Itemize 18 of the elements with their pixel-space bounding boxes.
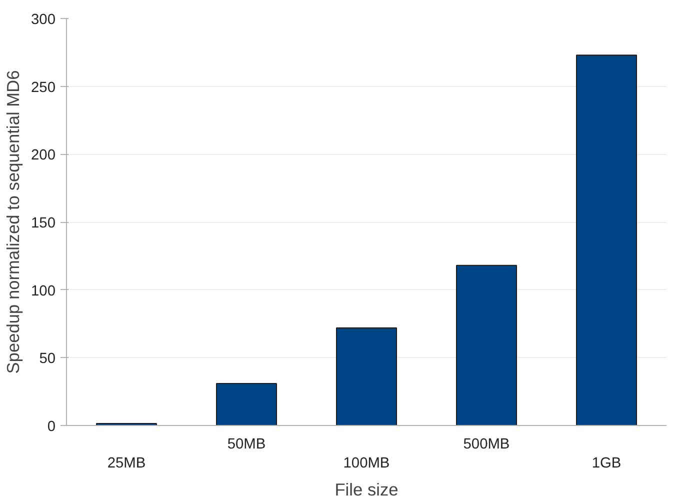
y-tick-label: 150 — [31, 216, 56, 232]
y-axis-title: Speedup normalized to sequential MD6 — [3, 70, 24, 374]
y-tick-label: 250 — [31, 80, 56, 96]
y-tick-label: 200 — [31, 148, 56, 164]
bar — [336, 327, 397, 426]
bar — [576, 54, 637, 426]
bar — [456, 264, 517, 426]
x-tick-label: 500MB — [463, 436, 510, 452]
y-tick-label: 100 — [31, 283, 56, 300]
x-tick-label: 25MB — [107, 456, 146, 472]
x-tick-label: 100MB — [343, 456, 390, 472]
bar — [216, 382, 277, 426]
y-tick-label: 50 — [39, 351, 56, 368]
x-tick-label: 50MB — [227, 436, 266, 452]
x-tick-label: 1GB — [592, 456, 622, 472]
y-tick-label: 0 — [47, 419, 56, 435]
y-tick-label: 300 — [31, 12, 56, 28]
x-axis-title: File size — [334, 480, 398, 500]
